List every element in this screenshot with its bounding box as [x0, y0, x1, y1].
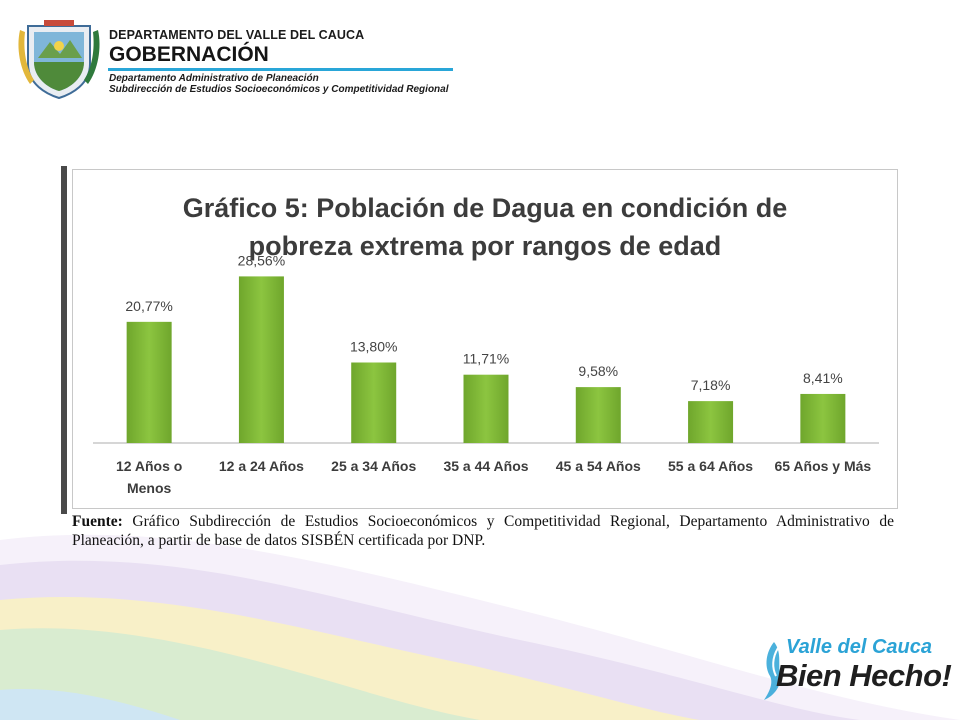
data-label: 20,77%: [125, 298, 172, 314]
header-divider: [108, 68, 453, 71]
data-label: 9,58%: [578, 363, 618, 379]
chart-title-line: Gráfico 5: Población de Dagua en condici…: [183, 193, 788, 223]
administrative-dept-title: Departamento Administrativo de Planeació…: [109, 73, 319, 84]
data-label: 13,80%: [350, 339, 397, 355]
source-text: Gráfico Subdirección de Estudios Socioec…: [72, 513, 894, 549]
bar-chart: Gráfico 5: Población de Dagua en condici…: [93, 193, 879, 496]
x-tick-label: 12 Años o: [116, 458, 182, 474]
bar: [575, 387, 621, 443]
bar: [463, 374, 509, 443]
x-tick-label: 45 a 54 Años: [556, 458, 641, 474]
header: DEPARTAMENTO DEL VALLE DEL CAUCA GOBERNA…: [14, 18, 464, 108]
data-label: 28,56%: [238, 252, 285, 268]
government-title: GOBERNACIÓN: [109, 43, 269, 66]
brand-logo: Valle del Cauca Bien Hecho!: [760, 636, 952, 706]
x-tick-label: 35 a 44 Años: [443, 458, 528, 474]
bar: [688, 401, 734, 443]
coat-of-arms-logo: [18, 20, 100, 100]
x-tick-label: 55 a 64 Años: [668, 458, 753, 474]
chart-title-line: pobreza extrema por rangos de edad: [249, 231, 722, 261]
brand-top-text: Valle del Cauca: [786, 636, 932, 658]
brand-figure-icon: [764, 642, 781, 700]
x-tick-label: 65 Años y Más: [774, 458, 871, 474]
data-label: 7,18%: [691, 377, 731, 393]
bar: [800, 393, 846, 443]
x-tick-label: 12 a 24 Años: [219, 458, 304, 474]
subdirection-title: Subdirección de Estudios Socioeconómicos…: [109, 84, 449, 95]
brand-bottom-text: Bien Hecho!: [776, 658, 952, 693]
bar: [126, 321, 172, 443]
source-label: Fuente:: [72, 513, 123, 530]
x-tick-label: 25 a 34 Años: [331, 458, 416, 474]
x-tick-label: Menos: [127, 480, 172, 496]
bar: [238, 276, 284, 443]
department-title: DEPARTAMENTO DEL VALLE DEL CAUCA: [109, 28, 365, 42]
data-label: 11,71%: [463, 351, 509, 367]
data-label: 8,41%: [803, 370, 843, 386]
source-note: Fuente: Gráfico Subdirección de Estudios…: [72, 512, 894, 550]
chart-frame: Gráfico 5: Población de Dagua en condici…: [61, 166, 898, 514]
bar: [351, 362, 397, 443]
